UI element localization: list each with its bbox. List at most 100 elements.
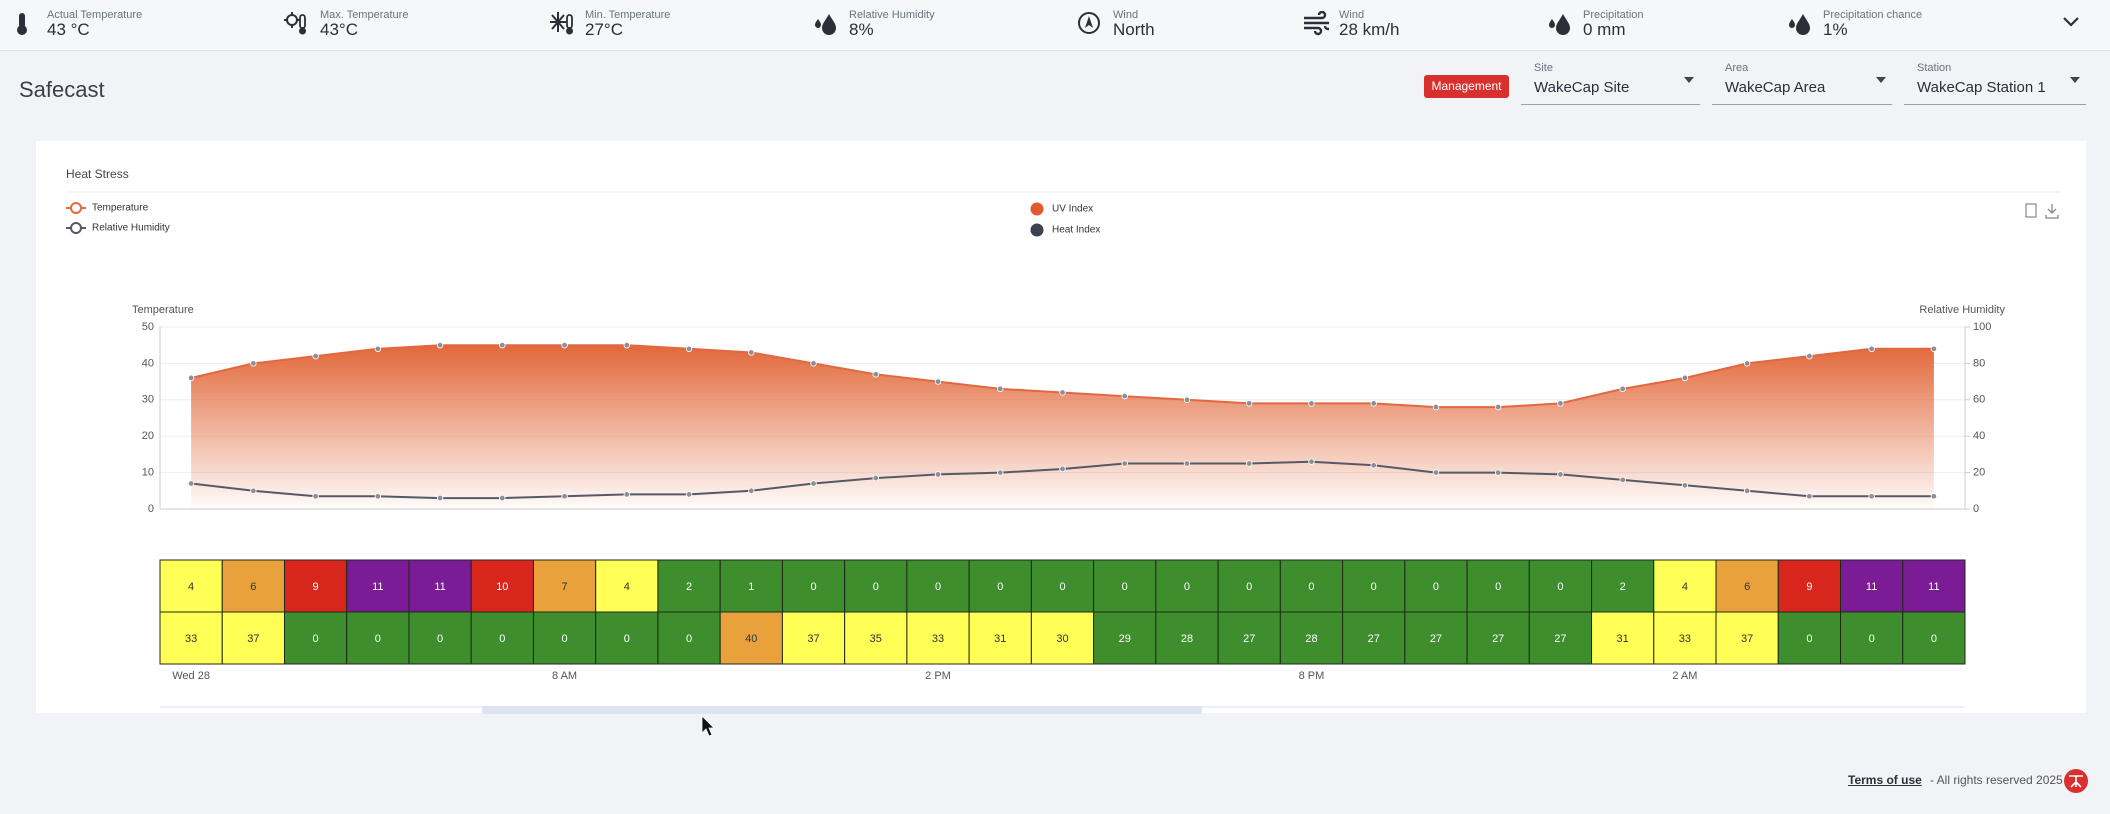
select-value: WakeCap Area	[1725, 79, 1826, 96]
index-cell	[1466, 611, 1530, 665]
weather-icon	[1304, 11, 1329, 36]
weather-item: Wind 28 km/h	[1303, 9, 1543, 41]
legend-marker	[1030, 223, 1044, 237]
point	[1557, 400, 1564, 407]
select-arrow	[2070, 77, 2080, 83]
index-cell-label: 0	[1184, 581, 1190, 593]
export-icons[interactable]	[2025, 203, 2059, 219]
index-cell-label: 6	[250, 581, 256, 593]
point	[561, 342, 568, 349]
index-cell	[968, 559, 1032, 613]
index-cell-label: 0	[1433, 581, 1439, 593]
index-cell-label: 4	[1682, 581, 1688, 593]
weather-item: Wind North	[1077, 9, 1317, 41]
index-cell-label: 27	[1554, 633, 1566, 645]
index-cell	[906, 559, 970, 613]
point	[1806, 352, 1813, 360]
y-tick-label: 20	[142, 430, 154, 442]
x-tick-label: Wed 28	[172, 670, 210, 682]
y-axis-label: Temperature	[132, 304, 194, 316]
index-cell	[719, 559, 783, 613]
index-cell-label: 2	[686, 581, 692, 593]
index-cell-label: 2	[1620, 581, 1626, 593]
index-cell-label: 0	[375, 633, 381, 645]
point	[810, 360, 817, 367]
mouse-cursor	[701, 715, 715, 737]
y-tick-label: 0	[148, 503, 154, 515]
x-tick-label: 8 AM	[552, 670, 577, 682]
point	[1619, 385, 1626, 393]
index-cell	[470, 611, 534, 665]
management-button[interactable]: Management	[1424, 75, 1509, 98]
index-cell-label: 0	[313, 633, 319, 645]
site-select[interactable]: Site WakeCap Site	[1521, 62, 1700, 105]
weather-label: Max. Temperature	[320, 9, 409, 21]
point	[1121, 392, 1128, 400]
index-cell	[719, 611, 783, 665]
point	[1370, 462, 1377, 469]
weather-value: 27°C	[585, 20, 623, 39]
point	[561, 493, 568, 500]
point	[1681, 482, 1689, 489]
index-cell-label: 0	[873, 581, 879, 593]
index-cell	[1528, 611, 1593, 665]
weather-item: Precipitation 0 mm	[1547, 9, 1787, 41]
point	[250, 487, 257, 494]
area-select[interactable]: Area WakeCap Area	[1712, 62, 1892, 105]
y-tick-label: 40	[142, 357, 154, 369]
y2-axis-label: Relative Humidity	[1919, 304, 2005, 316]
weather-item: Precipitation chance 1%	[1787, 9, 2027, 41]
index-cell-label: 6	[1744, 581, 1750, 593]
index-cell-label: 0	[1495, 581, 1501, 593]
weather-text: Wind 28 km/h	[1339, 9, 1399, 38]
weather-icon	[550, 12, 573, 35]
point	[1370, 400, 1377, 407]
index-cell	[532, 559, 597, 613]
station-select[interactable]: Station WakeCap Station 1	[1904, 62, 2086, 105]
index-cell-label: 0	[935, 581, 941, 593]
index-cell-label: 27	[1368, 633, 1380, 645]
expand-chevron[interactable]	[2062, 16, 2080, 28]
index-cell-label: 0	[1557, 581, 1563, 593]
index-cell	[283, 611, 348, 665]
point	[1743, 487, 1751, 494]
weather-item: Min. Temperature 27°C	[549, 9, 789, 41]
terms-link[interactable]: Terms of use	[1848, 773, 1922, 787]
point	[1930, 493, 1938, 500]
index-cell-label: 30	[1056, 633, 1068, 645]
point	[436, 342, 444, 349]
y2-tick-label: 20	[1973, 467, 1985, 479]
point	[1494, 469, 1502, 476]
y2-tick-label: 40	[1973, 430, 1985, 442]
index-cell-label: 11	[1866, 581, 1877, 593]
download-icon[interactable]	[2045, 204, 2059, 219]
point	[1308, 400, 1315, 407]
index-cell-label: 0	[1869, 633, 1875, 645]
point	[1059, 389, 1066, 396]
legend-label: Relative Humidity	[92, 223, 170, 234]
index-cell	[1591, 611, 1655, 665]
point	[872, 371, 879, 378]
weather-value: 1%	[1823, 20, 1848, 39]
select-arrow	[1684, 77, 1694, 83]
scroll-thumb[interactable]	[482, 706, 1202, 714]
weather-label: Actual Temperature	[47, 9, 143, 21]
weather-text: Max. Temperature 43°C	[320, 9, 408, 38]
weather-value: North	[1113, 20, 1155, 39]
index-cell	[408, 611, 472, 665]
point	[1059, 465, 1066, 473]
point	[1308, 458, 1315, 465]
index-cell-label: 40	[745, 633, 757, 645]
index-cell-label: 0	[562, 633, 568, 645]
point	[374, 345, 382, 353]
index-cell-label: 0	[437, 633, 443, 645]
document-icon[interactable]	[2025, 203, 2037, 218]
point	[748, 487, 755, 494]
select-label: Station	[1917, 62, 1952, 74]
index-cell	[283, 559, 348, 613]
select-value: WakeCap Station 1	[1917, 79, 2046, 96]
copyright: - All rights reserved 2025	[1930, 773, 2063, 787]
point	[997, 385, 1004, 393]
index-cell	[346, 559, 410, 613]
index-cell-label: 0	[1059, 581, 1065, 593]
